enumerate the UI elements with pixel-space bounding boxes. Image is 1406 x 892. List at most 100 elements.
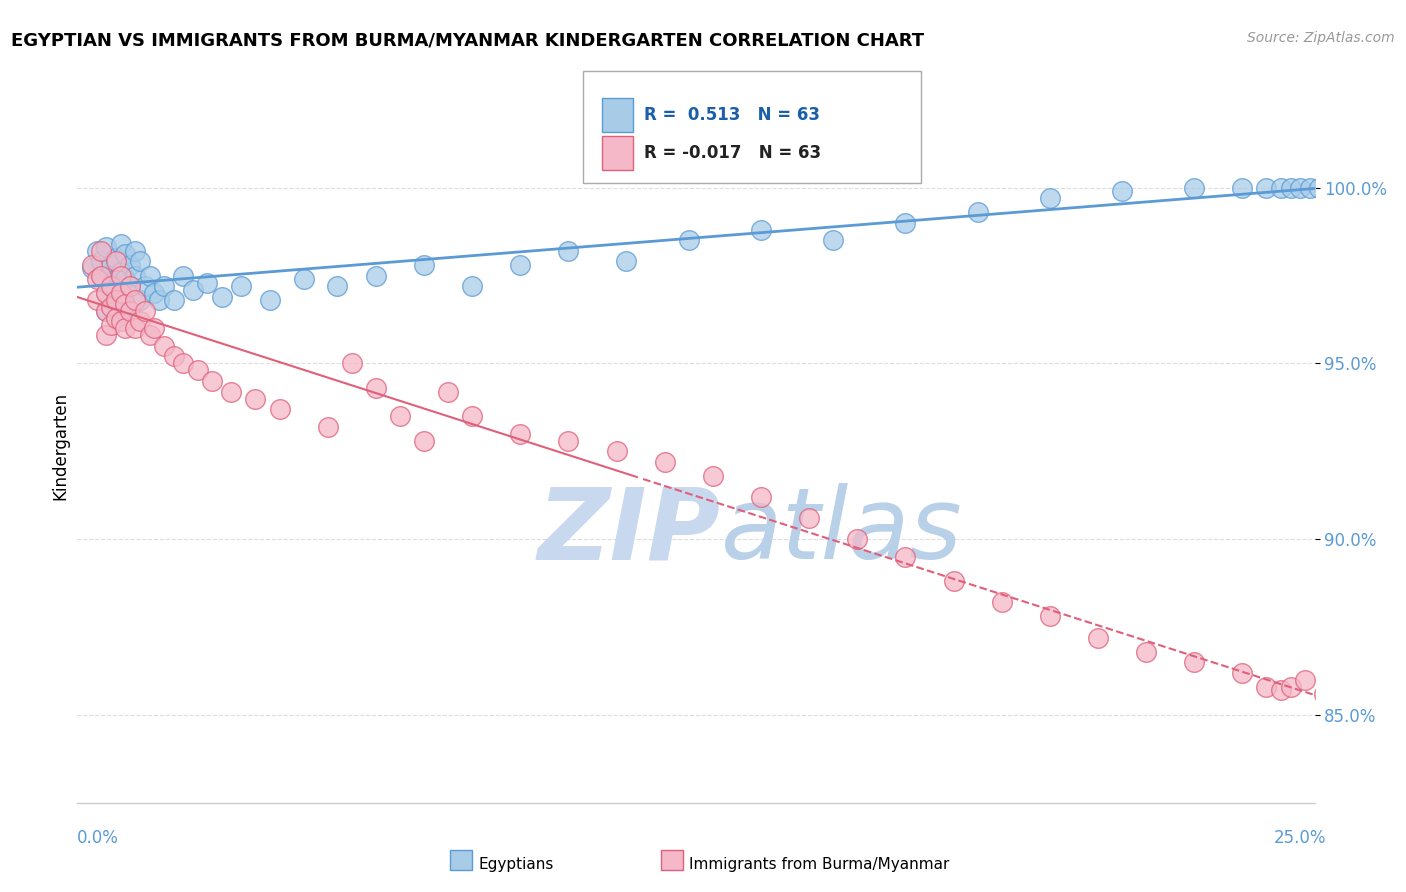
Point: [114, 247, 136, 261]
Point: [124, 321, 146, 335]
Point: [100, 293, 122, 307]
Point: [86, 244, 108, 258]
Point: [797, 511, 820, 525]
Point: [181, 283, 204, 297]
Point: [221, 384, 243, 399]
Point: [110, 303, 132, 318]
Point: [80, 261, 103, 276]
Point: [259, 293, 281, 307]
Point: [120, 279, 142, 293]
Point: [86, 293, 108, 307]
Point: [364, 268, 387, 283]
Point: [846, 532, 869, 546]
Point: [96, 303, 118, 318]
Point: [749, 490, 772, 504]
Point: [1317, 180, 1340, 194]
Point: [388, 409, 411, 424]
Point: [1039, 191, 1062, 205]
Point: [654, 455, 676, 469]
Point: [129, 314, 152, 328]
Point: [1182, 655, 1205, 669]
Point: [316, 419, 339, 434]
Text: 25.0%: 25.0%: [1274, 829, 1326, 847]
Point: [702, 468, 724, 483]
Point: [90, 254, 112, 268]
Point: [990, 595, 1012, 609]
Point: [292, 272, 315, 286]
Point: [894, 216, 917, 230]
Point: [1256, 680, 1278, 694]
Point: [96, 328, 118, 343]
Point: [138, 328, 160, 343]
Point: [942, 574, 965, 589]
Point: [120, 303, 142, 318]
Point: [110, 236, 132, 251]
Point: [340, 356, 363, 370]
Text: EGYPTIAN VS IMMIGRANTS FROM BURMA/MYANMAR KINDERGARTEN CORRELATION CHART: EGYPTIAN VS IMMIGRANTS FROM BURMA/MYANMA…: [11, 31, 924, 49]
Point: [90, 268, 112, 283]
Point: [606, 444, 628, 458]
Point: [148, 293, 170, 307]
Point: [143, 286, 166, 301]
Point: [749, 223, 772, 237]
Point: [245, 392, 267, 406]
Point: [114, 321, 136, 335]
Point: [100, 279, 122, 293]
Point: [114, 296, 136, 310]
Point: [269, 402, 291, 417]
Point: [104, 283, 127, 297]
Point: [104, 272, 127, 286]
Point: [110, 265, 132, 279]
Point: [437, 384, 460, 399]
Point: [90, 268, 112, 283]
Point: [1294, 673, 1316, 687]
Point: [96, 286, 118, 301]
Point: [80, 258, 103, 272]
Point: [1308, 180, 1330, 194]
Point: [96, 286, 118, 301]
Point: [100, 258, 122, 272]
Point: [1135, 645, 1157, 659]
Point: [129, 293, 152, 307]
Point: [100, 276, 122, 290]
Point: [364, 381, 387, 395]
Point: [96, 303, 118, 318]
Point: [1270, 683, 1292, 698]
Point: [114, 272, 136, 286]
Point: [104, 254, 127, 268]
Point: [823, 233, 845, 247]
Point: [124, 244, 146, 258]
Point: [172, 356, 194, 370]
Point: [966, 205, 988, 219]
Point: [509, 426, 531, 441]
Point: [86, 272, 108, 286]
Text: Source: ZipAtlas.com: Source: ZipAtlas.com: [1247, 31, 1395, 45]
Point: [211, 290, 233, 304]
Point: [104, 293, 127, 307]
Point: [110, 286, 132, 301]
Point: [461, 279, 484, 293]
Point: [1327, 180, 1350, 194]
Point: [509, 258, 531, 272]
Point: [1182, 180, 1205, 194]
Point: [413, 258, 436, 272]
Point: [1279, 680, 1302, 694]
Point: [110, 268, 132, 283]
Point: [124, 268, 146, 283]
Text: R = -0.017   N = 63: R = -0.017 N = 63: [644, 144, 821, 161]
Point: [90, 244, 112, 258]
Point: [100, 300, 122, 314]
Point: [1256, 180, 1278, 194]
Point: [110, 314, 132, 328]
Text: Immigrants from Burma/Myanmar: Immigrants from Burma/Myanmar: [689, 857, 949, 871]
Point: [326, 279, 349, 293]
Text: R =  0.513   N = 63: R = 0.513 N = 63: [644, 106, 820, 124]
Y-axis label: Kindergarten: Kindergarten: [51, 392, 69, 500]
Point: [134, 303, 156, 318]
Point: [195, 276, 218, 290]
Point: [187, 363, 209, 377]
Point: [104, 251, 127, 265]
Point: [129, 254, 152, 268]
Text: 0.0%: 0.0%: [77, 829, 120, 847]
Point: [124, 293, 146, 307]
